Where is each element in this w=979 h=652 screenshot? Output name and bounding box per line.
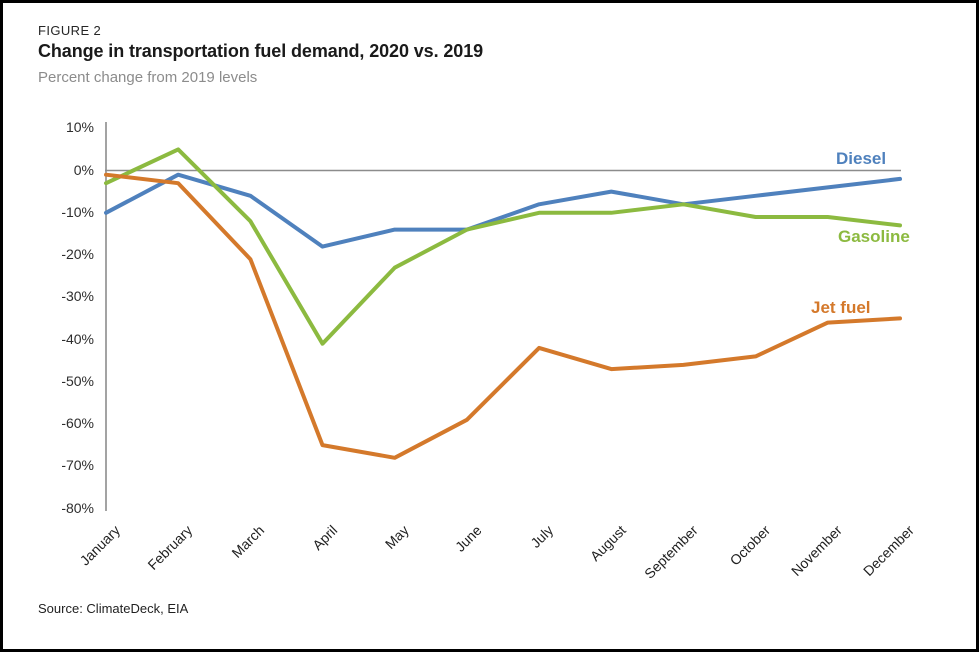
y-axis-tick-label: -10% bbox=[61, 203, 94, 220]
series-label-gasoline: Gasoline bbox=[838, 227, 910, 246]
diesel-line bbox=[104, 172, 902, 249]
y-axis-tick-label: -50% bbox=[61, 372, 94, 389]
gasoline-line bbox=[104, 147, 902, 346]
y-axis-tick-label: 0% bbox=[73, 161, 94, 178]
source-note: Source: ClimateDeck, EIA bbox=[38, 601, 189, 616]
y-axis-tick-label: -80% bbox=[61, 499, 94, 516]
y-axis-tick-label: -40% bbox=[61, 330, 94, 347]
plot-canvas bbox=[104, 122, 902, 511]
line-chart: 10% 0% -10% -20% -30% -40% -50% -60% -70% -80% Ja… bbox=[3, 3, 976, 649]
figure-label: FIGURE 2 bbox=[38, 23, 102, 38]
y-axis-tick-label: -60% bbox=[61, 415, 94, 431]
chart-subtitle: Percent change from 2019 levels bbox=[38, 69, 258, 86]
jet-fuel-line bbox=[104, 172, 902, 460]
series-label-diesel: Diesel bbox=[836, 149, 887, 168]
y-axis-tick-label: -30% bbox=[61, 288, 94, 305]
y-axis-tick-label: -70% bbox=[61, 457, 94, 474]
series-label-jet-fuel: Jet fuel bbox=[811, 298, 871, 317]
y-axis-tick-label: -20% bbox=[61, 246, 94, 262]
y-axis-tick-label: 10% bbox=[65, 119, 94, 136]
chart-title: Change in transportation fuel demand, 20… bbox=[38, 41, 484, 61]
